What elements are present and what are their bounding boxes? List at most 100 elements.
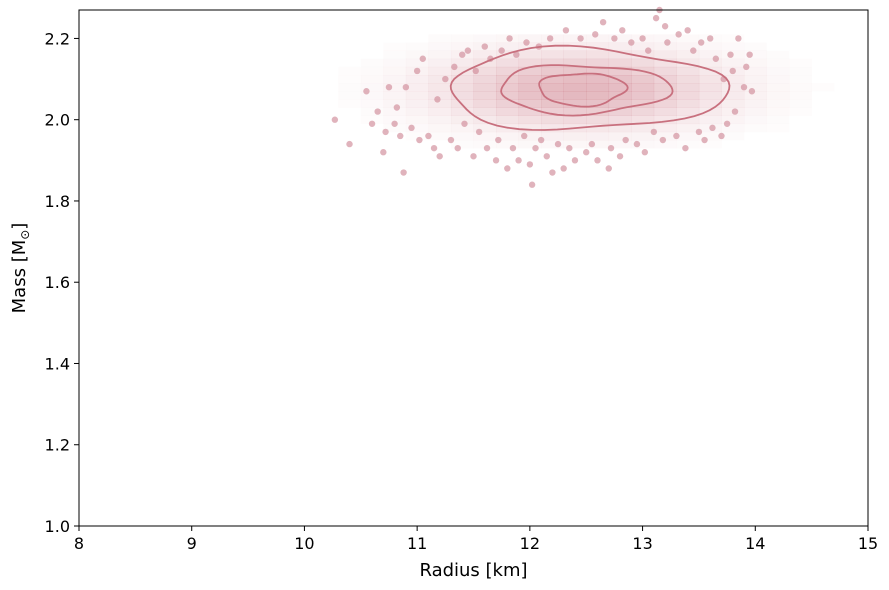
sample-point — [515, 157, 522, 164]
histogram-cell — [721, 91, 745, 100]
histogram-cell — [721, 75, 745, 84]
sample-point — [393, 104, 401, 111]
sample-point — [673, 132, 680, 140]
histogram-cell — [586, 42, 610, 51]
sample-point — [400, 169, 407, 176]
histogram-cell — [383, 66, 407, 76]
histogram-cell — [744, 115, 767, 125]
histogram-cell — [789, 99, 812, 107]
sample-point — [735, 35, 742, 42]
histogram-cell — [767, 59, 790, 67]
histogram-cell — [473, 50, 497, 60]
histogram-cell — [563, 91, 587, 100]
histogram-cell — [563, 115, 587, 125]
histogram-cell — [473, 66, 497, 76]
histogram-cell — [789, 91, 812, 99]
histogram-cell — [653, 75, 677, 84]
x-axis-ticks: 8 9 10 11 12 13 14 15 — [74, 526, 878, 553]
sample-point — [331, 116, 339, 123]
histogram-cell — [676, 83, 700, 92]
histogram-cell — [586, 75, 610, 84]
histogram-cell — [428, 115, 452, 125]
histogram-cell — [361, 67, 384, 75]
histogram-cell — [698, 50, 722, 60]
histogram-cell — [766, 66, 790, 76]
histogram-cell — [541, 99, 564, 108]
sample-point — [718, 132, 725, 140]
sample-point — [731, 108, 739, 115]
histogram-cell — [473, 115, 497, 125]
sample-point — [599, 18, 607, 26]
histogram-cell — [631, 107, 655, 116]
sample-point — [748, 88, 756, 95]
y-tick-label: 1.0 — [45, 517, 70, 536]
y-axis-label-text: Mass [M — [9, 240, 30, 314]
histogram-cell — [653, 58, 677, 68]
histogram-cell — [518, 115, 542, 125]
histogram-cell — [653, 66, 677, 76]
histogram-cell — [541, 50, 564, 60]
histogram-cell — [698, 42, 722, 51]
histogram-cell — [563, 58, 587, 68]
histogram-cell — [360, 83, 384, 92]
histogram-cell — [608, 107, 632, 116]
sample-point — [682, 144, 689, 152]
histogram-cell — [473, 99, 497, 108]
histogram-cell — [428, 132, 451, 140]
sample-point — [416, 136, 423, 144]
sample-point — [513, 51, 520, 58]
sample-point — [729, 67, 736, 75]
sample-point — [616, 153, 624, 160]
histogram-cell — [698, 66, 722, 76]
contour-line-middle — [500, 64, 674, 117]
histogram-cell — [541, 91, 564, 100]
histogram-cell — [608, 83, 632, 92]
density-contours — [449, 44, 731, 131]
histogram-cell — [744, 58, 767, 68]
histogram-cell — [744, 99, 767, 108]
sample-point — [641, 149, 649, 156]
sample-point — [523, 39, 530, 46]
histogram-cell — [405, 58, 429, 68]
histogram-cell — [676, 75, 700, 84]
histogram-cell — [518, 91, 542, 100]
sample-point — [464, 47, 472, 54]
sample-point — [385, 83, 393, 91]
sample-point — [701, 136, 708, 144]
histogram-cell — [405, 50, 429, 60]
sample-point — [690, 47, 697, 54]
sample-point — [459, 51, 466, 58]
sample-point — [695, 128, 703, 136]
histogram-cell — [383, 107, 407, 116]
histogram-cell — [676, 42, 700, 51]
histogram-cell — [721, 132, 744, 140]
histogram-cell — [767, 116, 790, 124]
histogram-cell — [563, 75, 587, 84]
histogram-cell — [631, 115, 655, 125]
y-axis-label: Mass [M⊙] — [9, 223, 32, 314]
y-tick-label: 2.0 — [45, 111, 70, 130]
histogram-cell — [518, 140, 542, 149]
histogram-cell — [541, 123, 564, 133]
y-tick-label: 1.2 — [45, 436, 70, 455]
histogram-cell — [744, 66, 767, 76]
y-axis-label-close: ] — [9, 223, 30, 230]
histogram-cell — [450, 58, 474, 68]
histogram-cell — [473, 131, 497, 141]
histogram-cell — [541, 66, 564, 76]
histogram-cell — [698, 107, 722, 116]
histogram-cell — [608, 75, 632, 84]
sample-point — [526, 161, 534, 168]
histogram-cell — [428, 99, 452, 108]
histogram-cell — [405, 123, 429, 133]
histogram-cell — [428, 50, 452, 60]
sample-point — [588, 140, 596, 148]
histogram-cell — [586, 34, 610, 43]
sample-point — [712, 55, 720, 62]
histogram-cell — [496, 115, 519, 125]
histogram-cell — [586, 91, 610, 100]
sample-point — [675, 31, 682, 38]
histogram-cell — [496, 99, 519, 108]
sample-point — [506, 35, 513, 42]
